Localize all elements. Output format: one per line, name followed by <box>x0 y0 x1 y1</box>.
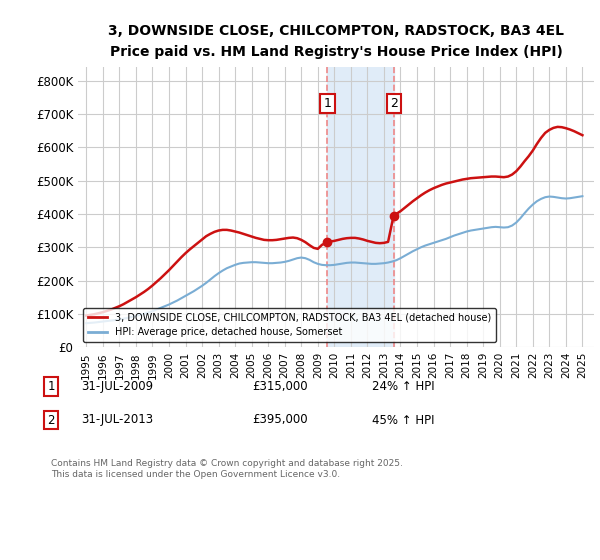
Text: 31-JUL-2009: 31-JUL-2009 <box>81 380 153 393</box>
Text: Contains HM Land Registry data © Crown copyright and database right 2025.
This d: Contains HM Land Registry data © Crown c… <box>51 459 403 479</box>
Text: 2: 2 <box>47 413 55 427</box>
Text: £315,000: £315,000 <box>252 380 308 393</box>
Bar <box>328 67 394 347</box>
Text: £395,000: £395,000 <box>252 413 308 427</box>
Text: 24% ↑ HPI: 24% ↑ HPI <box>372 380 434 393</box>
Text: 1: 1 <box>323 97 331 110</box>
Title: 3, DOWNSIDE CLOSE, CHILCOMPTON, RADSTOCK, BA3 4EL
Price paid vs. HM Land Registr: 3, DOWNSIDE CLOSE, CHILCOMPTON, RADSTOCK… <box>108 25 564 59</box>
Text: 2: 2 <box>389 97 398 110</box>
Text: 31-JUL-2013: 31-JUL-2013 <box>81 413 153 427</box>
Text: 1: 1 <box>47 380 55 393</box>
Legend: 3, DOWNSIDE CLOSE, CHILCOMPTON, RADSTOCK, BA3 4EL (detached house), HPI: Average: 3, DOWNSIDE CLOSE, CHILCOMPTON, RADSTOCK… <box>83 308 496 342</box>
Text: 45% ↑ HPI: 45% ↑ HPI <box>372 413 434 427</box>
